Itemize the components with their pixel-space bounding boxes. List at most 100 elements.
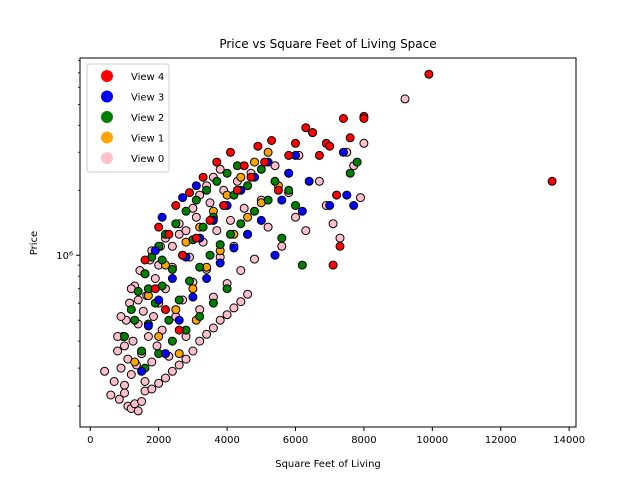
- legend-marker: [101, 90, 113, 103]
- scatter-point: [198, 222, 208, 232]
- scatter-point: [250, 157, 259, 167]
- scatter-point: [349, 201, 359, 210]
- scatter-point: [345, 133, 355, 143]
- scatter-point: [246, 172, 256, 182]
- scatter-point: [205, 215, 215, 225]
- scatter-point: [229, 303, 239, 313]
- scatter-point: [250, 206, 259, 216]
- scatter-point: [133, 286, 143, 296]
- scatter-point: [147, 384, 157, 394]
- scatter-point: [328, 219, 338, 229]
- scatter-points: [100, 69, 557, 416]
- x-tick-label: 6000: [283, 435, 308, 446]
- scatter-point: [239, 161, 249, 171]
- scatter-point: [308, 128, 318, 138]
- scatter-point: [191, 212, 201, 222]
- scatter-point: [171, 305, 181, 315]
- scatter-point: [222, 310, 232, 320]
- scatter-point: [198, 172, 208, 182]
- scatter-point: [191, 195, 201, 205]
- scatter-point: [140, 377, 150, 386]
- scatter-point: [195, 312, 205, 321]
- scatter-point: [253, 141, 263, 151]
- x-tick-label: 14000: [553, 435, 585, 446]
- scatter-point: [106, 390, 116, 400]
- scatter-point: [137, 397, 147, 406]
- scatter-point: [130, 357, 140, 367]
- scatter-point: [328, 260, 338, 270]
- scatter-point: [236, 219, 246, 229]
- scatter-point: [304, 176, 314, 186]
- scatter-point: [167, 336, 177, 346]
- scatter-point: [188, 284, 198, 294]
- scatter-point: [260, 157, 270, 167]
- scatter-point: [226, 215, 235, 225]
- scatter-point: [277, 195, 287, 205]
- scatter-point: [152, 341, 162, 351]
- legend-marker: [101, 111, 113, 123]
- scatter-point: [215, 240, 225, 250]
- scatter-point: [109, 377, 119, 386]
- legend-label: View 1: [131, 134, 164, 145]
- x-tick-label: 4000: [214, 435, 239, 446]
- scatter-point: [154, 222, 164, 232]
- scatter-point: [191, 233, 201, 243]
- scatter-point: [157, 212, 167, 222]
- scatter-point: [181, 226, 191, 236]
- x-axis-label: Square Feet of Living: [275, 459, 381, 470]
- scatter-point: [120, 341, 129, 351]
- scatter-point: [301, 226, 311, 236]
- scatter-point: [178, 193, 188, 203]
- scatter-point: [143, 321, 153, 331]
- scatter-point: [212, 226, 222, 236]
- legend-label: View 4: [131, 72, 164, 83]
- scatter-point: [114, 394, 124, 404]
- scatter-point: [167, 264, 177, 274]
- scatter-point: [215, 164, 225, 174]
- scatter-point: [263, 195, 273, 205]
- scatter-point: [181, 354, 191, 364]
- scatter-point: [284, 185, 294, 195]
- x-tick-label: 0: [87, 435, 93, 446]
- scatter-point: [137, 366, 147, 376]
- scatter-point: [171, 219, 181, 229]
- scatter-point: [338, 114, 348, 123]
- scatter-point: [140, 269, 150, 279]
- scatter-point: [243, 212, 253, 222]
- scatter-point: [185, 188, 194, 198]
- scatter-point: [164, 229, 174, 239]
- scatter-point: [219, 201, 229, 210]
- scatter-point: [291, 201, 300, 210]
- scatter-point: [222, 168, 232, 178]
- scatter-point: [181, 206, 191, 216]
- scatter-point: [174, 229, 184, 239]
- scatter-point: [174, 295, 184, 305]
- scatter-point: [137, 346, 147, 356]
- scatter-point: [301, 123, 311, 133]
- scatter-point: [174, 360, 184, 370]
- scatter-point: [188, 292, 198, 302]
- scatter-point: [236, 172, 246, 182]
- scatter-point: [140, 255, 150, 265]
- scatter-point: [154, 295, 164, 305]
- scatter-point: [113, 346, 123, 356]
- scatter-point: [100, 366, 110, 376]
- scatter-point: [149, 312, 158, 321]
- scatter-point: [400, 94, 410, 104]
- scatter-point: [277, 233, 287, 243]
- scatter-point: [424, 69, 434, 79]
- scatter-point: [138, 306, 148, 316]
- scatter-point: [171, 201, 181, 210]
- scatter-point: [226, 229, 235, 239]
- scatter-point: [167, 274, 177, 283]
- scatter-point: [256, 215, 266, 225]
- legend-marker: [101, 152, 113, 164]
- scatter-point: [345, 168, 355, 178]
- y-axis-label: Price: [29, 231, 40, 255]
- scatter-point: [226, 147, 235, 157]
- scatter-point: [270, 176, 280, 186]
- scatter-point: [263, 222, 273, 232]
- legend: View 4 View 3 View 2 View 1 View 0: [86, 63, 170, 173]
- scatter-point: [208, 298, 218, 308]
- scatter-point: [314, 150, 324, 160]
